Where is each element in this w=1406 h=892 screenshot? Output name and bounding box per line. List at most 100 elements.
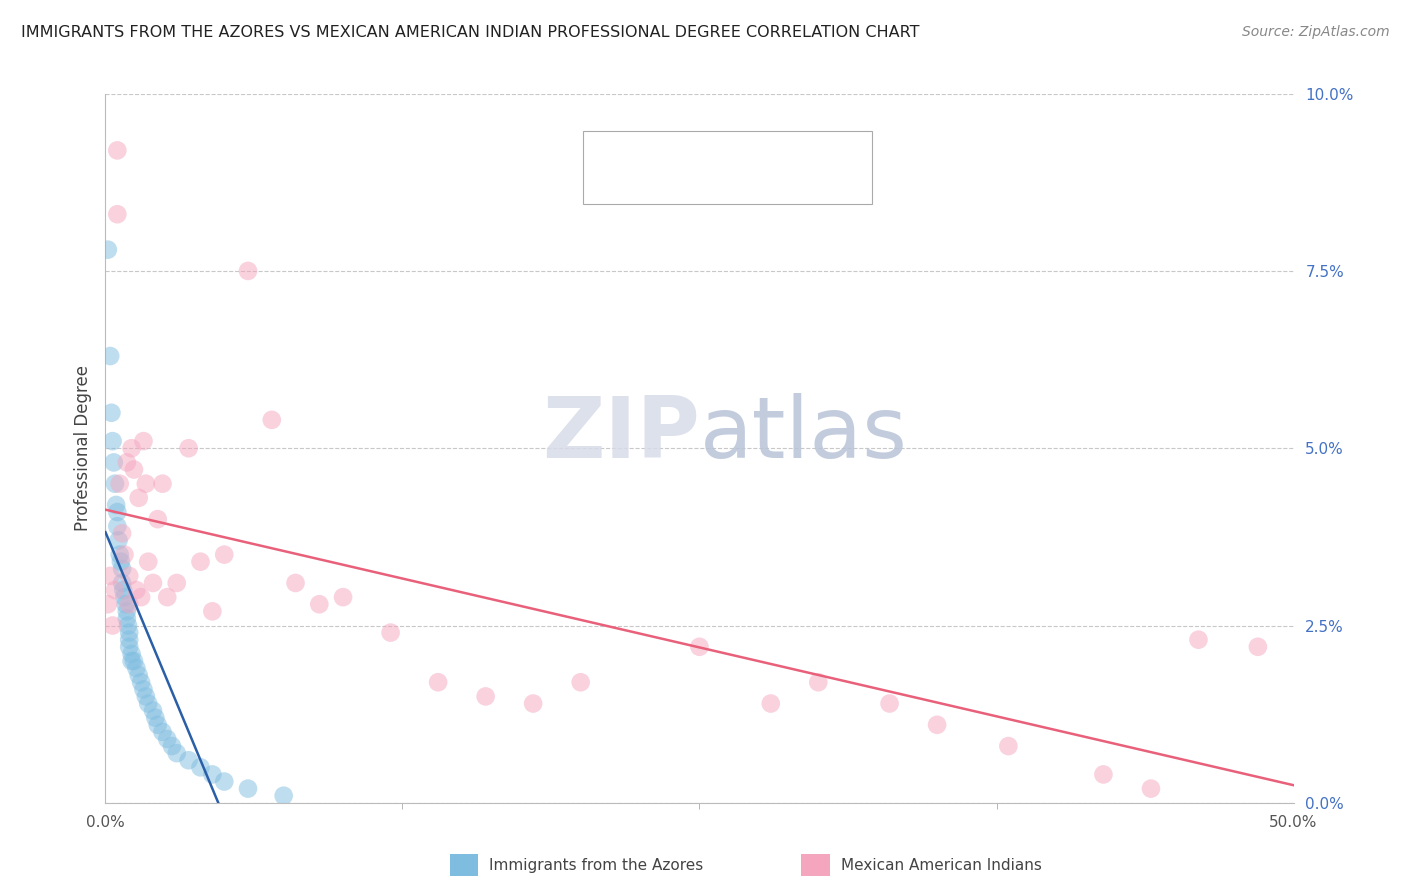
Point — [98, 349, 121, 363]
Point — [100, 406, 122, 420]
Point — [105, 144, 128, 158]
Point — [111, 576, 134, 591]
Point — [129, 590, 152, 604]
Point — [122, 462, 145, 476]
Point — [474, 690, 496, 704]
Point — [101, 618, 124, 632]
Point — [128, 491, 150, 505]
Point — [118, 640, 141, 654]
Point — [1092, 767, 1115, 781]
Point — [107, 533, 129, 548]
Point — [115, 455, 138, 469]
Point — [111, 526, 134, 541]
Point — [142, 576, 165, 591]
Point — [190, 555, 212, 569]
Point — [125, 583, 148, 598]
Point — [105, 207, 128, 221]
Point — [214, 774, 236, 789]
Point — [129, 675, 152, 690]
Point — [201, 604, 224, 618]
Point — [118, 597, 141, 611]
Point — [121, 442, 143, 456]
Point — [114, 548, 136, 562]
Point — [1247, 640, 1270, 654]
Point — [136, 697, 159, 711]
Point — [118, 569, 141, 583]
Point — [1140, 781, 1163, 796]
Point — [569, 675, 592, 690]
Point — [156, 731, 179, 746]
Point — [114, 590, 136, 604]
Point — [284, 576, 307, 591]
Point — [121, 654, 143, 668]
Point — [689, 640, 711, 654]
Point — [108, 548, 131, 562]
Point — [236, 264, 259, 278]
Point — [97, 243, 120, 257]
Point — [214, 548, 236, 562]
Point — [427, 675, 450, 690]
Point — [112, 583, 135, 598]
Point — [105, 519, 128, 533]
Point — [146, 512, 169, 526]
Point — [152, 724, 174, 739]
Text: Immigrants from the Azores: Immigrants from the Azores — [489, 858, 703, 872]
Point — [142, 704, 165, 718]
Point — [522, 697, 544, 711]
Point — [260, 413, 283, 427]
Text: Source: ZipAtlas.com: Source: ZipAtlas.com — [1241, 25, 1389, 39]
Text: R =  0.093   N = 49: R = 0.093 N = 49 — [643, 169, 813, 185]
Point — [105, 505, 128, 519]
Text: atlas: atlas — [700, 392, 907, 475]
Point — [125, 661, 148, 675]
Point — [160, 739, 183, 753]
Point — [110, 555, 132, 569]
Point — [807, 675, 830, 690]
Point — [143, 711, 166, 725]
Point — [997, 739, 1019, 753]
Point — [103, 455, 125, 469]
Point — [101, 434, 124, 449]
Point — [104, 476, 127, 491]
Point — [332, 590, 354, 604]
Point — [1187, 632, 1209, 647]
Point — [135, 690, 157, 704]
Point — [121, 647, 143, 661]
Point — [879, 697, 901, 711]
Point — [273, 789, 295, 803]
Point — [128, 668, 150, 682]
Text: Mexican American Indians: Mexican American Indians — [841, 858, 1042, 872]
Text: IMMIGRANTS FROM THE AZORES VS MEXICAN AMERICAN INDIAN PROFESSIONAL DEGREE CORREL: IMMIGRANTS FROM THE AZORES VS MEXICAN AM… — [21, 25, 920, 40]
Point — [115, 604, 138, 618]
Point — [190, 760, 212, 774]
Point — [105, 498, 128, 512]
Point — [135, 476, 157, 491]
Point — [201, 767, 224, 781]
Point — [177, 442, 200, 456]
Point — [111, 562, 134, 576]
Point — [759, 697, 782, 711]
Point — [97, 597, 120, 611]
Point — [146, 718, 169, 732]
Y-axis label: Professional Degree: Professional Degree — [73, 365, 91, 532]
Text: R = -0.416   N = 45: R = -0.416 N = 45 — [643, 136, 814, 151]
Point — [925, 718, 948, 732]
Point — [236, 781, 259, 796]
Point — [166, 576, 188, 591]
Point — [114, 597, 136, 611]
Point — [115, 611, 138, 625]
Point — [380, 625, 402, 640]
Point — [98, 569, 121, 583]
Point — [122, 654, 145, 668]
Point — [177, 753, 200, 767]
Text: ZIP: ZIP — [541, 392, 700, 475]
Point — [136, 555, 159, 569]
Point — [156, 590, 179, 604]
Point — [166, 746, 188, 760]
Point — [117, 618, 139, 632]
Point — [104, 583, 127, 598]
Point — [108, 476, 131, 491]
Point — [152, 476, 174, 491]
Point — [308, 597, 330, 611]
Point — [118, 632, 141, 647]
